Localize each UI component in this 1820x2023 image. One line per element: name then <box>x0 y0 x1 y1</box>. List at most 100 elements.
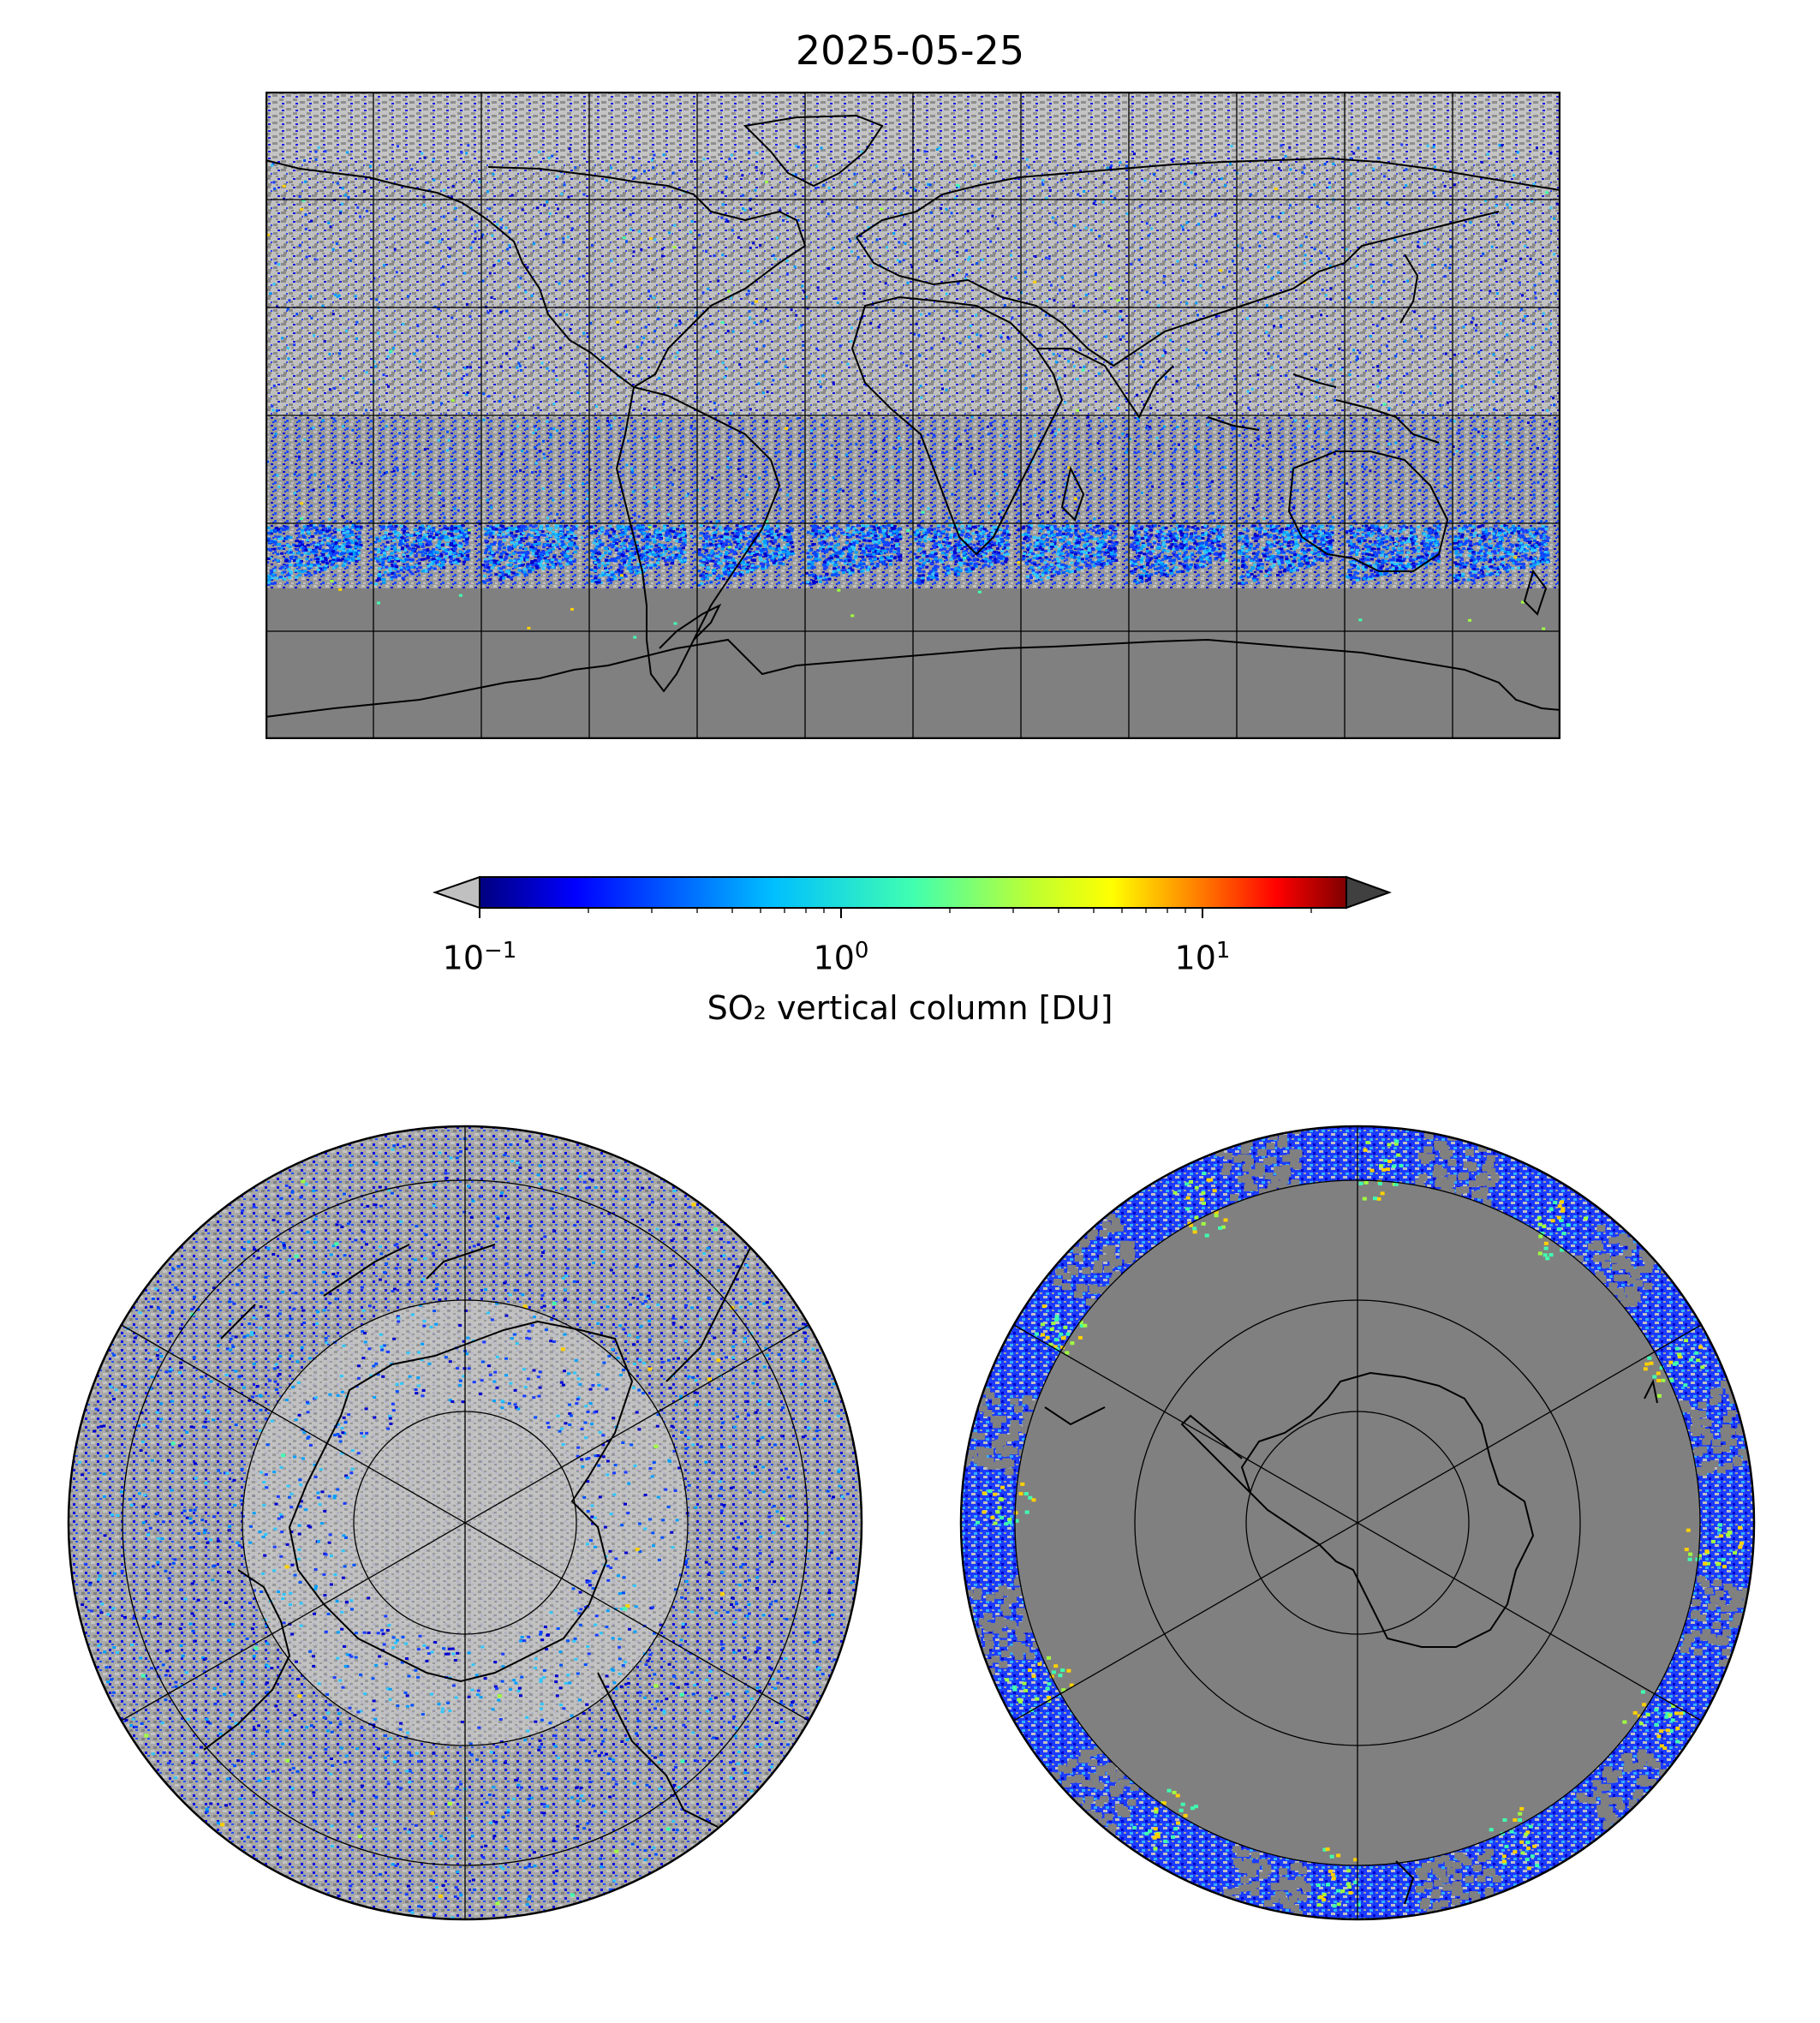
swath-pixel <box>960 547 964 551</box>
swath-pixel <box>598 552 602 555</box>
swath-pixel <box>757 537 761 540</box>
swath-pixel <box>973 526 977 529</box>
swath-pixel <box>1454 550 1459 553</box>
swath-pixel <box>340 546 344 549</box>
swath-pixel <box>921 576 925 580</box>
swath-pixel <box>732 561 737 564</box>
swath-pixel <box>1270 565 1274 569</box>
swath-pixel <box>1086 534 1090 536</box>
swath-pixel <box>488 556 492 559</box>
swath-pixel <box>1372 574 1376 577</box>
swath-pixel <box>761 564 765 568</box>
swath-pixel <box>379 555 383 558</box>
swath-pixel <box>1394 566 1399 570</box>
swath-pixel <box>1376 547 1381 551</box>
swath-pixel <box>276 559 280 563</box>
swath-pixel <box>503 539 506 542</box>
swath-pixel <box>660 544 665 547</box>
swath-pixel <box>1113 549 1118 552</box>
swath-pixel <box>1054 562 1059 565</box>
swath-pixel <box>1035 575 1039 578</box>
swath-pixel <box>1055 557 1059 560</box>
swath-pixel <box>1041 525 1046 528</box>
swath-pixel <box>621 553 625 557</box>
swath-pixel <box>1361 552 1365 556</box>
swath-pixel <box>1200 558 1203 561</box>
swath-pixel <box>949 558 953 561</box>
swath-pixel <box>761 567 765 570</box>
swath-pixel <box>1453 546 1457 549</box>
swath-pixel <box>394 554 398 558</box>
swath-pixel <box>1327 546 1330 549</box>
swath-pixel <box>1329 527 1334 530</box>
swath-pixel <box>748 540 752 543</box>
swath-pixel <box>376 560 380 564</box>
swath-pixel <box>1241 534 1244 538</box>
swath-pixel <box>492 543 496 546</box>
swath-pixel <box>739 536 743 540</box>
swath-pixel <box>680 552 684 555</box>
swath-pixel <box>781 563 785 566</box>
swath-pixel <box>1135 539 1139 541</box>
swath-pixel <box>1383 573 1387 576</box>
swath-pixel <box>732 575 737 577</box>
swath-pixel <box>808 549 812 552</box>
swath-pixel <box>394 576 398 579</box>
swath-pixel <box>306 530 310 534</box>
swath-pixel <box>528 568 532 571</box>
swath-pixel <box>1169 571 1173 575</box>
swath-pixel <box>676 528 680 531</box>
swath-pixel <box>611 558 615 562</box>
swath-pixel <box>727 558 731 561</box>
swath-pixel <box>944 556 947 559</box>
swath-pixel <box>600 554 605 558</box>
swath-pixel <box>1255 578 1259 582</box>
swath-pixel <box>1044 556 1048 559</box>
swath-pixel <box>393 564 397 567</box>
swath-pixel <box>996 559 1000 563</box>
swath-pixel <box>699 574 703 577</box>
swath-pixel <box>768 545 773 548</box>
swath-pixel <box>640 525 644 528</box>
swath-pixel <box>1155 546 1160 550</box>
swath-pixel <box>834 537 838 540</box>
swath-pixel <box>1372 564 1376 567</box>
swath-pixel <box>778 552 781 555</box>
swath-pixel <box>749 535 753 539</box>
swath-pixel <box>1035 573 1040 576</box>
swath-pixel <box>627 562 631 565</box>
swath-pixel <box>893 535 898 539</box>
swath-pixel <box>950 546 954 550</box>
swath-pixel <box>647 524 652 528</box>
swath-pixel <box>913 579 916 582</box>
swath-pixel <box>1093 538 1097 541</box>
swath-pixel <box>1074 563 1078 566</box>
swath-pixel <box>445 543 450 546</box>
swath-pixel <box>1255 556 1258 559</box>
swath-pixel <box>829 554 833 558</box>
swath-pixel <box>1176 570 1180 574</box>
swath-pixel <box>492 540 497 544</box>
swath-pixel <box>1083 543 1087 546</box>
swath-pixel <box>351 541 355 545</box>
swath-pixel <box>1285 558 1289 561</box>
swath-pixel <box>1154 560 1158 563</box>
swath-pixel <box>498 530 503 533</box>
swath-pixel <box>681 546 685 550</box>
swath-pixel <box>401 528 404 531</box>
swath-pixel <box>529 528 534 532</box>
swath-pixel <box>1140 560 1143 564</box>
swath-pixel <box>1187 556 1191 559</box>
swath-pixel <box>715 576 719 580</box>
swath-pixel <box>516 573 521 576</box>
swath-pixel <box>833 544 838 547</box>
swath-pixel <box>313 554 318 558</box>
swath-pixel <box>768 553 773 557</box>
swath-pixel <box>702 534 707 537</box>
swath-pixel <box>1479 552 1483 555</box>
swath-pixel <box>1453 574 1457 577</box>
swath-pixel <box>946 571 951 575</box>
swath-pixel <box>896 549 900 552</box>
swath-pixel <box>1079 552 1083 556</box>
swath-pixel <box>873 532 877 535</box>
